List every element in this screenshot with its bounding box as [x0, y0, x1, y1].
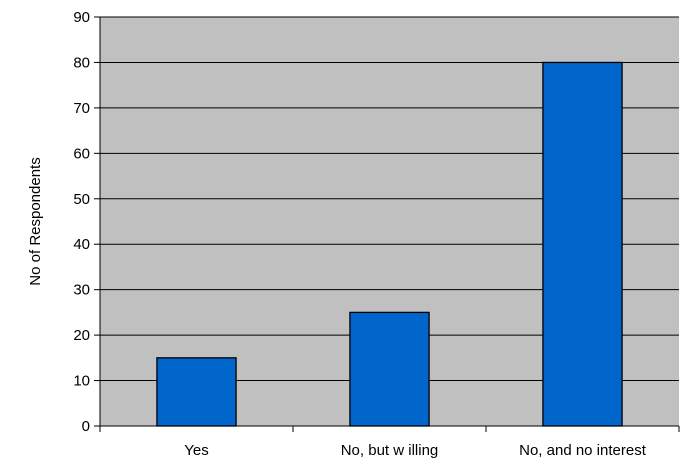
- bars: [156, 61, 623, 427]
- bar-2: [542, 61, 623, 427]
- y-tick-label: 90: [73, 9, 90, 26]
- y-tick-label: 10: [73, 373, 90, 390]
- x-tick-label: No, and no interest: [519, 442, 647, 459]
- bar-1: [349, 311, 430, 427]
- x-tick-label: No, but w illing: [341, 442, 439, 459]
- y-tick-label: 40: [73, 236, 90, 253]
- x-tick-label: Yes: [184, 442, 208, 459]
- y-axis-title: No of Respondents: [27, 157, 44, 285]
- y-tick-label: 20: [73, 327, 90, 344]
- y-tick-label: 70: [73, 100, 90, 117]
- bar-0: [156, 357, 237, 427]
- y-tick-labels: 0 10 20 30 40 50 60 70 80 90: [73, 9, 90, 435]
- x-tick-labels: Yes No, but w illing No, and no interest: [184, 442, 646, 459]
- axes: [94, 16, 680, 432]
- y-tick-label: 80: [73, 54, 90, 71]
- y-tick-label: 30: [73, 282, 90, 299]
- y-tick-label: 60: [73, 145, 90, 162]
- y-tick-label: 50: [73, 191, 90, 208]
- y-tick-label: 0: [82, 418, 90, 435]
